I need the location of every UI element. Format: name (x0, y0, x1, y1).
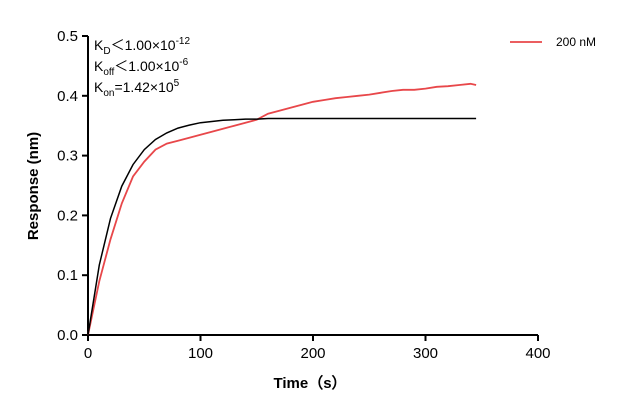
y-axis-title: Response (nm) (25, 132, 42, 240)
y-tick-label: 0.0 (57, 327, 78, 344)
x-tick-label: 400 (525, 345, 550, 362)
annotation-sub: on (103, 88, 114, 99)
annotation-text: ＜1.00×10 (111, 37, 176, 53)
annotation: KD＜1.00×10-12 (94, 36, 190, 57)
legend-label: 200 nM (556, 35, 596, 49)
y-tick-label: 0.3 (57, 148, 78, 165)
x-tick-label: 300 (413, 345, 438, 362)
series-line (87, 82, 477, 336)
y-tick-label: 0.1 (57, 267, 78, 284)
annotation-sup: -6 (179, 57, 188, 68)
annotation: Koff＜1.00×10-6 (94, 57, 189, 78)
annotation-sub: D (103, 46, 110, 57)
y-tick-label: 0.5 (57, 28, 78, 45)
y-tick-label: 0.2 (57, 207, 78, 224)
annotation-text: ＜1.00×10 (114, 58, 179, 74)
annotation-sub: off (103, 67, 114, 78)
annotation-symbol: K (94, 58, 104, 74)
series-line (87, 117, 477, 336)
x-axis-title: Time（s） (273, 374, 346, 392)
annotation: Kon=1.42×105 (94, 78, 180, 99)
annotation-sup: 5 (174, 78, 180, 89)
x-tick-label: 100 (188, 345, 213, 362)
x-tick-label: 0 (84, 345, 92, 362)
x-tick-label: 200 (300, 345, 325, 362)
annotation-symbol: K (94, 79, 104, 95)
annotation-symbol: K (94, 37, 104, 53)
annotation-sup: -12 (176, 36, 191, 47)
y-tick-label: 0.4 (57, 88, 78, 105)
annotation-text: =1.42×10 (114, 79, 173, 95)
